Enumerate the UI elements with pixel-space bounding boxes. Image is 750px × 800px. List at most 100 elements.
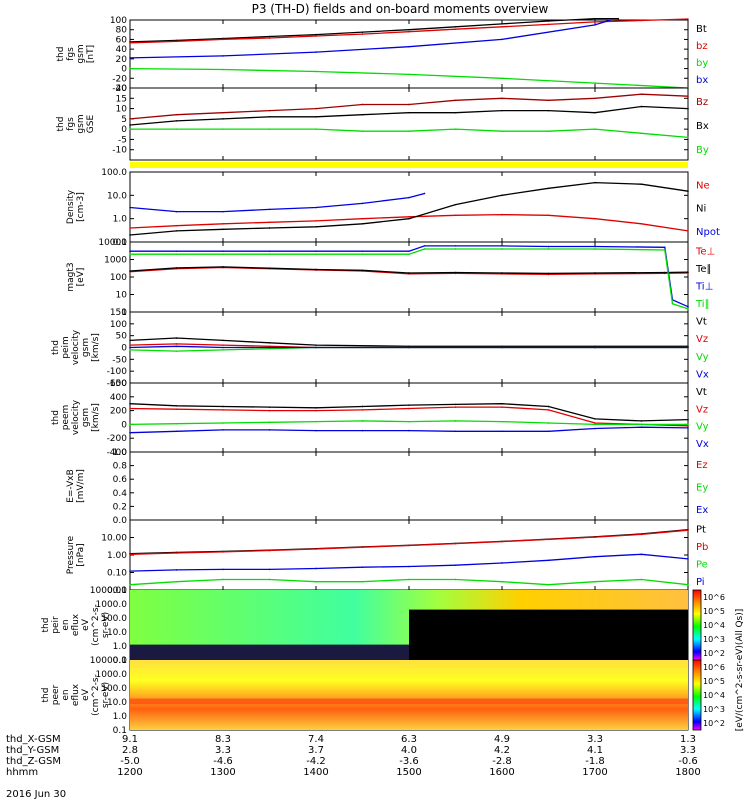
data-point (408, 130, 410, 132)
data-point (423, 245, 426, 247)
y-axis-label: eflux (71, 683, 81, 706)
data-point (501, 345, 503, 348)
data-point (454, 245, 457, 247)
panel-peim_velocity: -150 -100 -500 50 100 150 thd peim velocity gsm [k… (51, 308, 709, 389)
data-point (129, 57, 131, 59)
data-point (315, 250, 317, 252)
data-point (268, 406, 271, 408)
y-tick-label: 1.0 (113, 215, 128, 225)
data-point (501, 346, 503, 349)
data-point (408, 429, 410, 432)
y-tick-label: 15 (116, 94, 127, 104)
y-tick-label: 80 (116, 26, 128, 36)
y-axis-label: thd (56, 47, 66, 62)
data-point (361, 546, 364, 548)
y-tick-label: 1.0 (113, 448, 128, 458)
data-point (687, 18, 689, 20)
data-point (361, 566, 364, 569)
x-axis-value: -5.0 (120, 756, 140, 767)
data-point (222, 551, 224, 553)
data-point (268, 549, 271, 552)
data-point (268, 250, 271, 252)
data-point (594, 423, 596, 426)
data-point (687, 529, 689, 532)
data-point (594, 418, 596, 420)
legend-entry: Bx (696, 121, 709, 132)
data-point (454, 406, 457, 408)
data-point (408, 407, 410, 410)
data-point (640, 183, 643, 186)
data-point (222, 210, 224, 213)
data-point (454, 578, 457, 581)
data-point (687, 583, 689, 586)
y-tick-label: 0.2 (113, 502, 127, 512)
data-point (408, 578, 410, 581)
y-tick-label: 10.0 (107, 698, 127, 708)
legend-entry: Pt (696, 524, 706, 535)
y-tick-label: 10.00 (101, 534, 127, 544)
legend-entry: Ti⊥ (695, 281, 713, 292)
data-point (408, 111, 410, 114)
data-point (454, 420, 457, 422)
y-axis-label: thd (56, 117, 66, 132)
data-point (175, 404, 178, 407)
y-axis-label: fgs (66, 47, 76, 61)
legend-entry: Te⊥ (695, 246, 715, 257)
spectrogram-warm-band (130, 698, 688, 705)
data-point (687, 271, 689, 273)
date-label: 2016 Jun 30 (6, 789, 66, 800)
data-point (594, 272, 596, 274)
y-axis-label: thd (51, 340, 61, 355)
data-point (129, 67, 131, 70)
data-point (454, 28, 457, 31)
data-point (547, 130, 550, 132)
data-point (222, 349, 224, 351)
panel-frame (129, 241, 689, 313)
y-axis-label: sr-eV) (101, 682, 111, 708)
data-point (222, 118, 224, 120)
x-axis-value: 1700 (582, 767, 607, 778)
data-point (222, 266, 224, 268)
x-axis-value: -1.8 (585, 756, 605, 767)
colorbar-tick-label: 10^3 (703, 705, 725, 714)
data-point (663, 271, 666, 274)
data-point (547, 23, 550, 26)
y-tick-label: 10 (116, 291, 128, 301)
y-tick-label: 0 (121, 65, 127, 75)
legend-entry: By (696, 145, 709, 156)
data-point (594, 128, 596, 130)
x-axis-value: 4.2 (494, 745, 510, 756)
y-tick-label: 1000 (104, 256, 127, 266)
data-point (547, 430, 550, 433)
x-axis-value: 1300 (210, 767, 235, 778)
colorbar-tick-label: 10^6 (703, 593, 725, 602)
legend-entry: Pb (696, 542, 708, 553)
data-point (408, 272, 410, 274)
data-point (361, 31, 364, 33)
data-point (501, 272, 503, 274)
data-point (454, 128, 457, 130)
data-point (129, 423, 131, 426)
y-axis-label: velocity (71, 329, 81, 365)
data-point (129, 407, 131, 410)
data-point (268, 253, 271, 256)
series-line-Npot (129, 192, 425, 213)
data-point (361, 420, 364, 422)
data-point (315, 206, 317, 209)
series-line-Pt (129, 529, 689, 555)
panel-frame (129, 87, 689, 161)
data-point (454, 214, 457, 217)
data-point (129, 250, 131, 252)
y-axis-label: (cm^2-s- (91, 674, 101, 716)
data-point (315, 429, 317, 432)
y-axis-label: [mV/m] (76, 469, 86, 503)
panel-efield: 0.0 0.2 0.4 0.6 0.8 1.0 E=-VxB [mV/m] Ez Ey Ex (66, 448, 708, 526)
data-point (594, 345, 596, 348)
y-tick-label: 10 (116, 105, 128, 115)
y-axis-label: gsm (81, 338, 91, 357)
data-point (175, 345, 178, 348)
data-point (408, 73, 410, 76)
data-point (315, 567, 317, 570)
data-point (501, 245, 503, 247)
